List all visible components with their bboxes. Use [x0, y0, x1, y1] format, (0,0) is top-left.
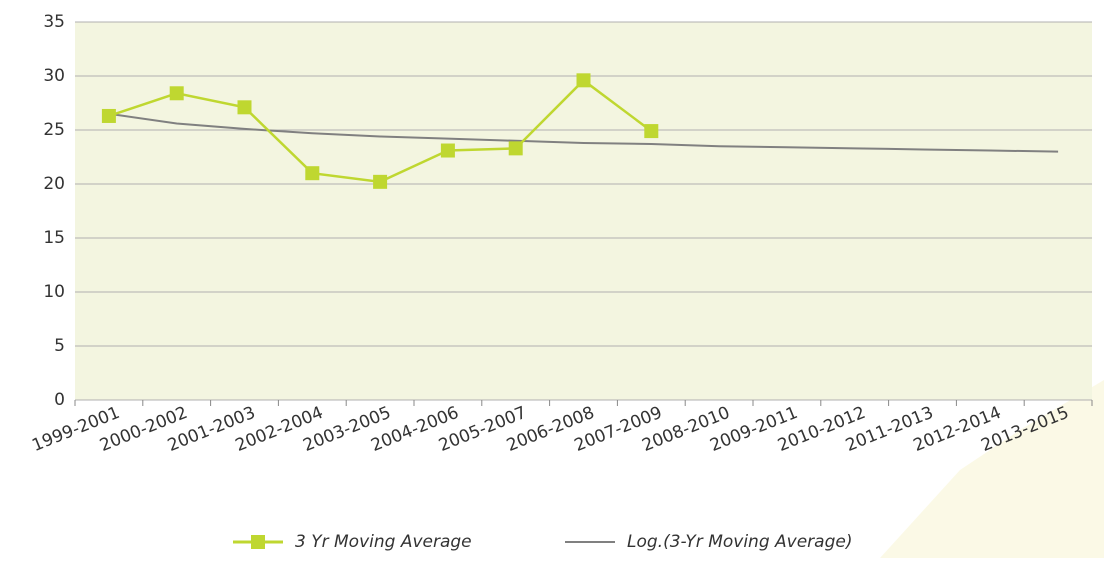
legend: 3 Yr Moving Average Log.(3-Yr Moving Aver…	[233, 532, 852, 552]
background-shape	[880, 380, 1104, 558]
point-marker	[305, 166, 320, 181]
legend-label: 3 Yr Moving Average	[295, 532, 472, 552]
point-marker	[373, 174, 388, 189]
legend-label: Log.(3-Yr Moving Average)	[627, 532, 852, 552]
point-marker	[508, 141, 523, 156]
y-tick-label: 5	[54, 336, 65, 356]
point-marker	[169, 86, 184, 101]
y-tick-label: 10	[43, 282, 65, 302]
point-marker	[101, 108, 116, 123]
y-tick-label: 0	[54, 390, 65, 410]
y-tick-label: 15	[43, 228, 65, 248]
point-marker	[237, 100, 252, 115]
y-tick-label: 35	[43, 12, 65, 32]
point-marker	[576, 73, 591, 88]
legend-marker	[251, 535, 265, 549]
point-marker	[440, 143, 455, 158]
point-marker	[644, 124, 659, 139]
y-tick-label: 20	[43, 174, 65, 194]
y-tick-label: 25	[43, 120, 65, 140]
y-tick-label: 30	[43, 66, 65, 86]
